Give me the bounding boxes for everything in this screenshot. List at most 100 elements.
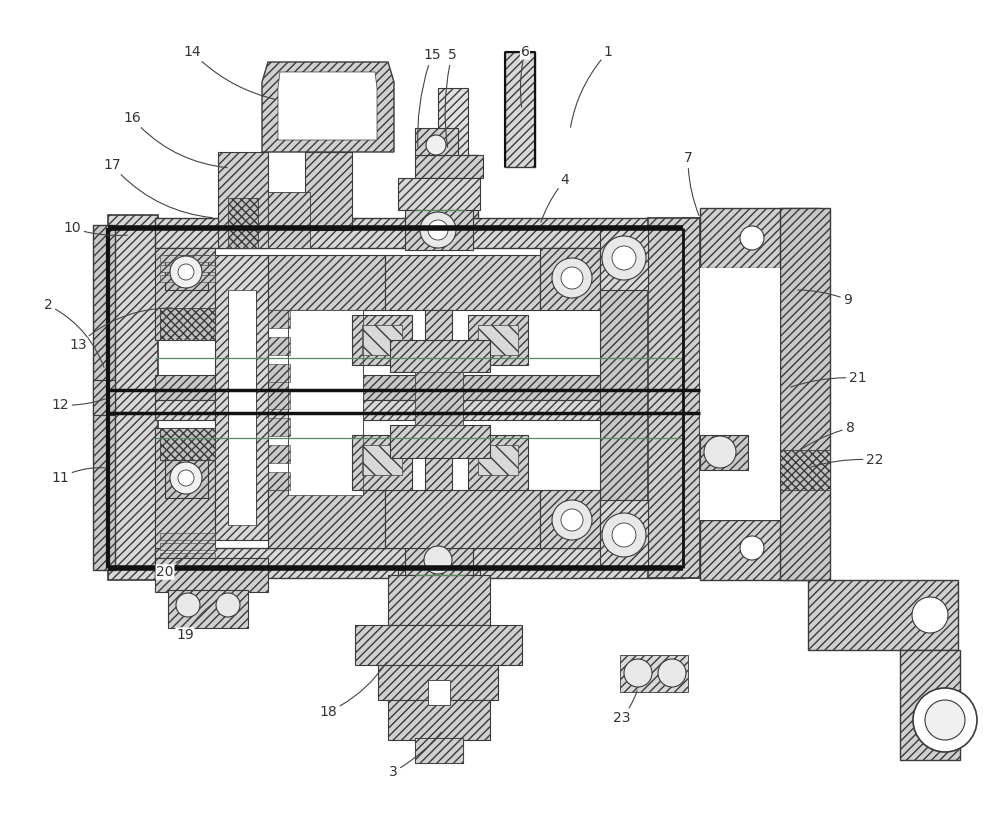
- Polygon shape: [600, 500, 648, 568]
- Circle shape: [612, 246, 636, 270]
- Polygon shape: [352, 435, 412, 490]
- Polygon shape: [93, 380, 115, 415]
- Bar: [415, 738, 463, 763]
- Polygon shape: [268, 418, 290, 436]
- Circle shape: [913, 688, 977, 752]
- Polygon shape: [388, 575, 490, 625]
- Text: 20: 20: [156, 556, 187, 579]
- Bar: [362, 325, 402, 355]
- Text: 11: 11: [51, 468, 105, 485]
- Circle shape: [561, 267, 583, 289]
- Circle shape: [426, 135, 446, 155]
- Polygon shape: [168, 590, 248, 628]
- Polygon shape: [425, 310, 452, 490]
- Polygon shape: [900, 650, 960, 760]
- Text: 5: 5: [445, 48, 456, 147]
- Polygon shape: [268, 337, 290, 355]
- Circle shape: [178, 264, 194, 280]
- Polygon shape: [398, 178, 480, 210]
- Text: 16: 16: [123, 111, 227, 168]
- Polygon shape: [468, 315, 528, 365]
- Circle shape: [624, 659, 652, 687]
- Polygon shape: [160, 308, 215, 340]
- Polygon shape: [700, 435, 748, 470]
- Circle shape: [176, 593, 200, 617]
- Polygon shape: [620, 655, 688, 692]
- Polygon shape: [415, 372, 463, 425]
- Polygon shape: [160, 255, 215, 262]
- Polygon shape: [808, 580, 958, 650]
- Polygon shape: [262, 62, 394, 152]
- Polygon shape: [390, 425, 490, 458]
- Polygon shape: [155, 400, 683, 420]
- Polygon shape: [398, 570, 480, 605]
- Polygon shape: [160, 265, 215, 272]
- Polygon shape: [160, 543, 215, 550]
- Bar: [428, 680, 450, 705]
- Polygon shape: [700, 208, 820, 268]
- Polygon shape: [93, 225, 115, 570]
- Polygon shape: [155, 218, 685, 248]
- Polygon shape: [155, 548, 685, 578]
- Polygon shape: [415, 178, 465, 248]
- Circle shape: [612, 523, 636, 547]
- Polygon shape: [268, 364, 290, 382]
- Circle shape: [552, 500, 592, 540]
- Polygon shape: [385, 255, 540, 310]
- Text: 6: 6: [520, 45, 529, 107]
- Polygon shape: [155, 248, 215, 340]
- Polygon shape: [165, 460, 208, 498]
- Circle shape: [602, 513, 646, 557]
- Text: 19: 19: [176, 603, 213, 642]
- Circle shape: [602, 236, 646, 280]
- Polygon shape: [405, 210, 473, 250]
- Circle shape: [740, 536, 764, 560]
- Circle shape: [178, 470, 194, 486]
- Bar: [228, 290, 256, 525]
- Polygon shape: [388, 700, 490, 740]
- Polygon shape: [540, 490, 605, 548]
- Circle shape: [912, 597, 948, 633]
- Polygon shape: [305, 152, 352, 230]
- Text: 22: 22: [811, 453, 884, 467]
- Polygon shape: [700, 378, 740, 408]
- Circle shape: [561, 509, 583, 531]
- Polygon shape: [160, 428, 215, 460]
- Bar: [155, 235, 685, 565]
- Circle shape: [658, 659, 686, 687]
- Polygon shape: [468, 435, 528, 490]
- Circle shape: [170, 462, 202, 494]
- Polygon shape: [600, 248, 650, 548]
- Bar: [700, 268, 780, 520]
- Circle shape: [925, 700, 965, 740]
- Polygon shape: [165, 255, 208, 290]
- Circle shape: [216, 593, 240, 617]
- Bar: [288, 310, 363, 495]
- Text: 14: 14: [183, 45, 275, 100]
- Circle shape: [704, 436, 736, 468]
- Text: 8: 8: [795, 421, 854, 454]
- Circle shape: [424, 546, 452, 574]
- Bar: [415, 372, 463, 425]
- Bar: [478, 325, 518, 355]
- Text: 1: 1: [570, 45, 612, 127]
- Polygon shape: [160, 275, 215, 282]
- Polygon shape: [268, 391, 290, 409]
- Polygon shape: [683, 218, 720, 578]
- Polygon shape: [218, 152, 268, 248]
- Polygon shape: [268, 310, 290, 328]
- Polygon shape: [352, 315, 412, 365]
- Polygon shape: [700, 520, 820, 580]
- Polygon shape: [405, 548, 473, 575]
- Polygon shape: [428, 155, 478, 218]
- Text: 13: 13: [69, 308, 172, 352]
- Circle shape: [552, 258, 592, 298]
- Polygon shape: [478, 325, 518, 355]
- Polygon shape: [155, 428, 215, 548]
- Polygon shape: [438, 88, 468, 155]
- Polygon shape: [378, 665, 498, 700]
- Polygon shape: [415, 548, 465, 625]
- Polygon shape: [268, 255, 385, 310]
- Bar: [362, 445, 402, 475]
- Polygon shape: [160, 553, 215, 560]
